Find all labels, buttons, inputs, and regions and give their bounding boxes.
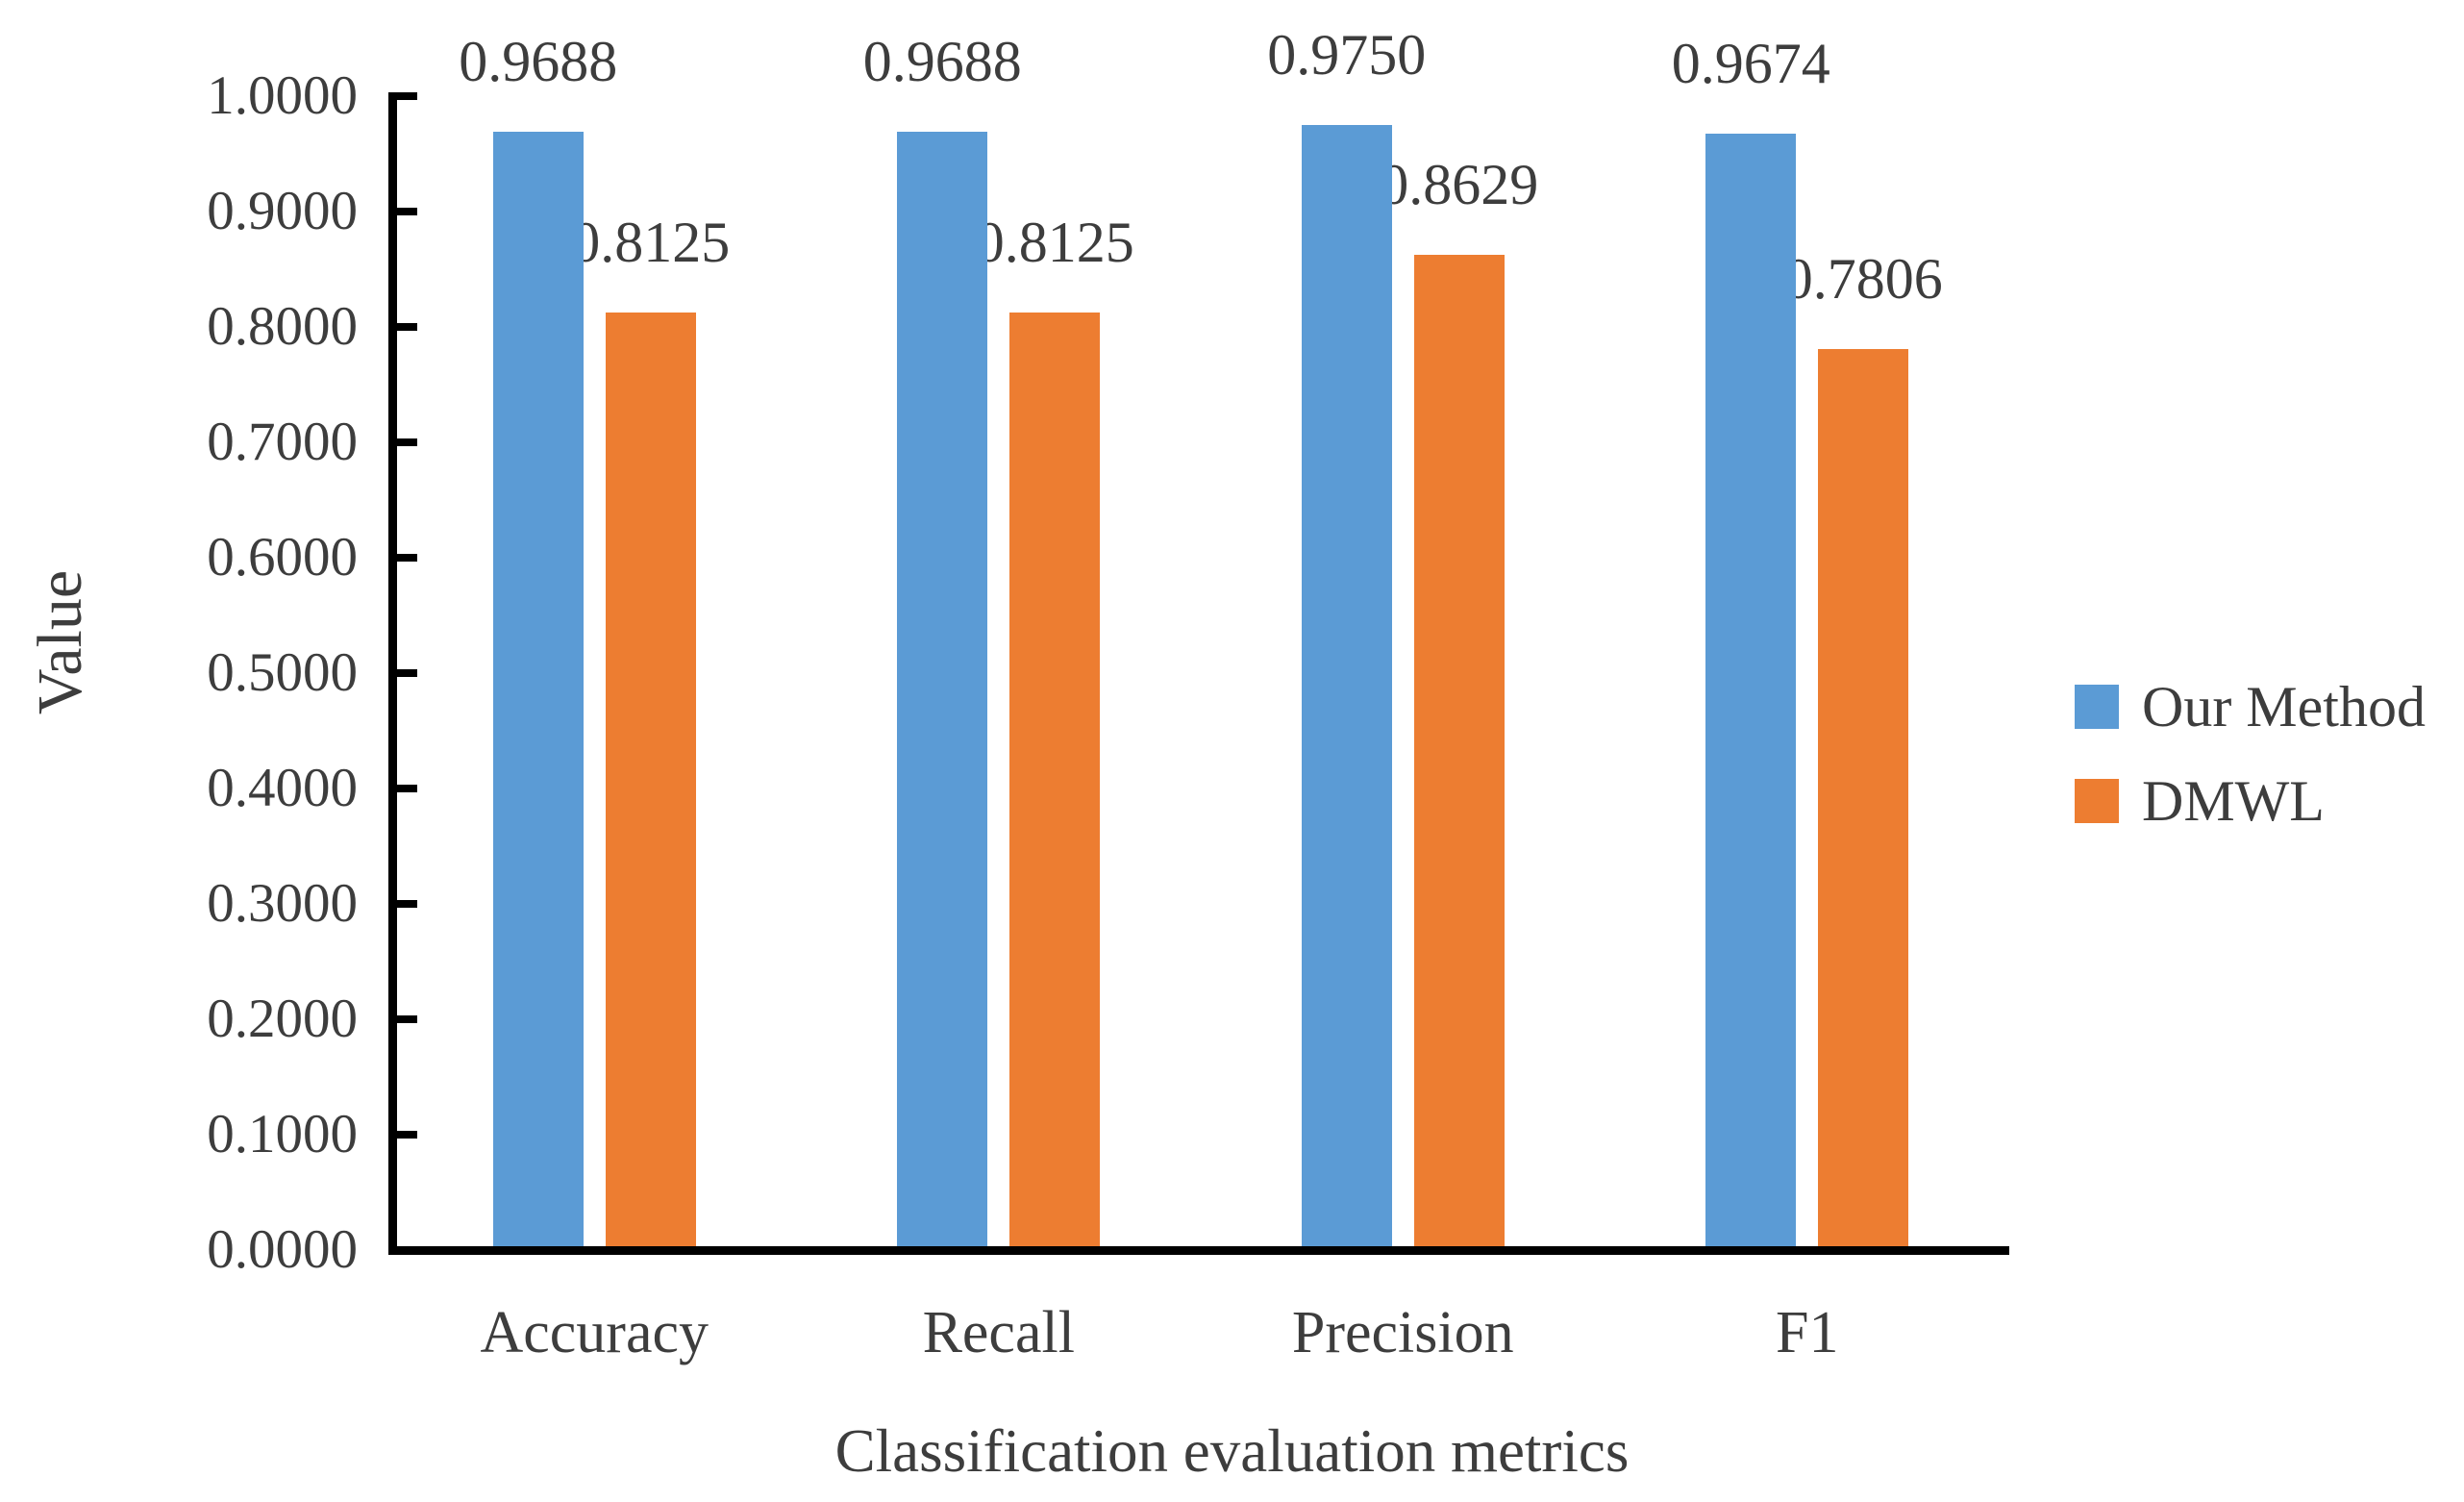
y-tick-label: 1.0000 [207, 65, 358, 126]
bar-dmwl-recall [1009, 313, 1101, 1250]
y-axis-tick [393, 900, 417, 908]
data-label-our-method-accuracy: 0.9688 [459, 30, 618, 94]
legend: Our Method DMWL [2075, 672, 2426, 861]
y-axis-tick [393, 208, 417, 215]
category-label-f1: F1 [1776, 1300, 1839, 1365]
bar-dmwl-precision [1413, 254, 1505, 1250]
y-axis-tick [393, 1131, 417, 1139]
y-axis-tick [393, 1015, 417, 1023]
data-label-dmwl-f1: 0.7806 [1783, 247, 1943, 312]
category-label-precision: Precision [1291, 1300, 1514, 1365]
category-label-recall: Recall [922, 1300, 1075, 1365]
y-tick-label: 0.4000 [207, 758, 358, 818]
y-tick-label: 0.9000 [207, 181, 358, 241]
y-tick-label: 0.7000 [207, 412, 358, 472]
data-label-dmwl-recall: 0.8125 [975, 211, 1134, 274]
bar-dmwl-f1 [1818, 349, 1909, 1250]
y-tick-label: 0.6000 [207, 527, 358, 588]
y-axis-line [388, 92, 397, 1255]
y-tick-label: 0.5000 [207, 642, 358, 703]
data-label-our-method-precision: 0.9750 [1267, 23, 1427, 87]
legend-label: Our Method [2142, 675, 2426, 738]
y-axis-tick [393, 554, 417, 562]
y-axis-tick [393, 92, 417, 100]
legend-swatch [2075, 779, 2119, 823]
bar-our-method-recall [897, 132, 988, 1250]
y-tick-label: 0.8000 [207, 296, 358, 357]
y-tick-label: 0.2000 [207, 989, 358, 1049]
y-axis-tick [393, 785, 417, 792]
data-label-dmwl-accuracy: 0.8125 [571, 211, 731, 274]
legend-swatch [2075, 685, 2119, 729]
y-axis-tick [393, 438, 417, 446]
x-axis-line [388, 1246, 2009, 1255]
legend-entry-dmwl: DMWL [2075, 766, 2426, 836]
data-label-dmwl-precision: 0.8629 [1380, 152, 1539, 216]
y-axis-tick [393, 669, 417, 677]
y-tick-label: 0.1000 [207, 1104, 358, 1164]
bar-dmwl-accuracy [605, 313, 696, 1250]
data-label-our-method-f1: 0.9674 [1671, 32, 1830, 96]
category-label-accuracy: Accuracy [480, 1300, 709, 1365]
bar-our-method-accuracy [492, 132, 584, 1250]
data-label-our-method-recall: 0.9688 [862, 30, 1022, 94]
legend-label: DMWL [2142, 769, 2325, 833]
y-tick-label: 0.0000 [207, 1219, 358, 1280]
bar-our-method-f1 [1705, 134, 1797, 1250]
legend-entry-our-method: Our Method [2075, 672, 2426, 741]
bar-our-method-precision [1301, 125, 1392, 1250]
y-axis-tick [393, 323, 417, 331]
x-axis-title: Classification evaluation metrics [834, 1417, 1630, 1485]
y-tick-label: 0.3000 [207, 873, 358, 934]
